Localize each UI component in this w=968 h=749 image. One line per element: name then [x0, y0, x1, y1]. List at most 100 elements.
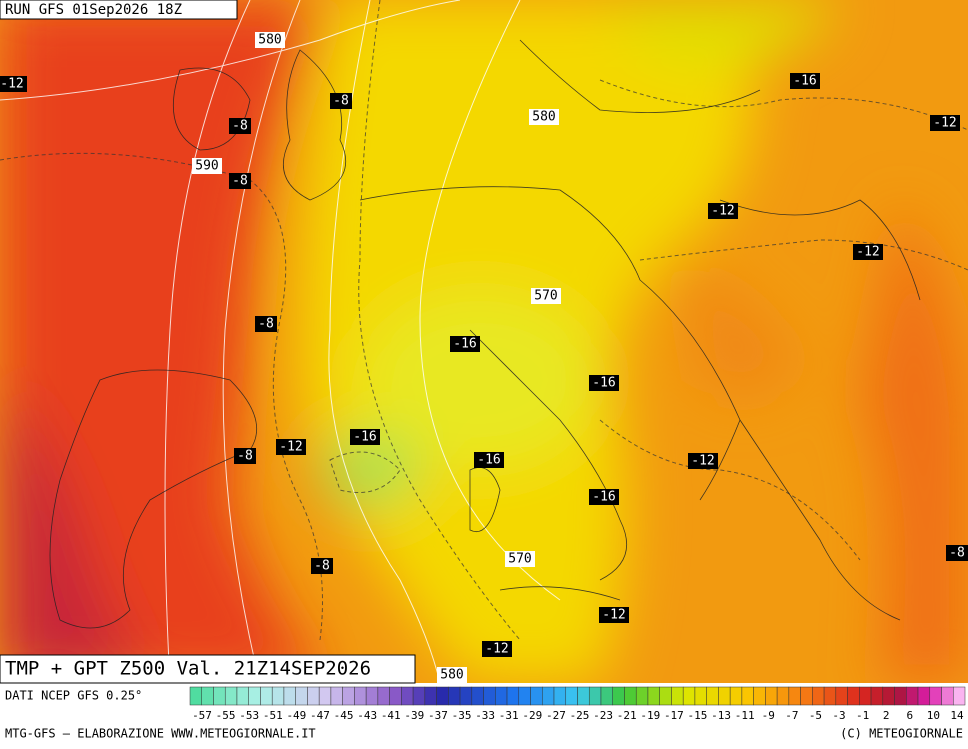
colorbar-cell [224, 686, 238, 706]
colorbar-label: -13 [711, 709, 731, 722]
title-box: TMP + GPT Z500 Val. 21Z14SEP2026 [0, 654, 416, 684]
temp-label: -16 [474, 452, 504, 468]
temp-label: -16 [589, 489, 619, 505]
colorbar-label: -53 [239, 709, 259, 722]
map-field [0, 0, 968, 683]
colorbar-cell [800, 686, 813, 706]
colorbar-cell [929, 686, 942, 706]
label-text: -12 [602, 608, 625, 623]
label-box [930, 115, 960, 131]
colorbar-cell [565, 686, 578, 706]
colorbar-cell [835, 686, 848, 706]
label-text: -16 [793, 74, 816, 89]
colorbar-label: -35 [452, 709, 472, 722]
height-label: 580 [437, 667, 467, 683]
label-text: -16 [592, 490, 615, 505]
temp-label: -8 [234, 448, 256, 464]
colorbar-cell [741, 686, 754, 706]
colorbar-cell [365, 686, 379, 706]
colorbar-label: -33 [475, 709, 495, 722]
colorbar-label: -3 [832, 709, 845, 722]
label-box [229, 173, 251, 189]
label-text: -8 [237, 449, 253, 464]
height-label: 570 [505, 551, 535, 567]
label-box [474, 452, 504, 468]
label-box [255, 32, 285, 48]
label-box [229, 118, 251, 134]
colorbar-label: -27 [546, 709, 566, 722]
colorbar-label: -55 [216, 709, 236, 722]
label-text: -8 [949, 546, 965, 561]
colorbar-cell [647, 686, 660, 706]
label-text: -12 [279, 440, 302, 455]
colorbar-label: -39 [404, 709, 424, 722]
colorbar-label: -19 [640, 709, 660, 722]
run-label: RUN GFS 01Sep2026 18Z [5, 2, 182, 18]
colorbar-cell [471, 686, 484, 706]
label-text: -12 [691, 454, 714, 469]
label-text: -8 [333, 94, 349, 109]
colorbar-label: -31 [499, 709, 519, 722]
colorbar-cell [330, 686, 343, 706]
colorbar-cell [812, 686, 825, 706]
colorbar-cell [377, 686, 390, 706]
label-box [790, 73, 820, 89]
colorbar-label: 10 [927, 709, 940, 722]
label-box [255, 316, 277, 332]
label-text: -16 [453, 337, 476, 352]
colorbar-cell [588, 686, 602, 706]
colorbar-cell [847, 686, 860, 706]
temp-label: -16 [450, 336, 480, 352]
colorbar-cell [518, 686, 531, 706]
colorbar-label: -11 [735, 709, 755, 722]
temp-label: -12 [599, 607, 629, 623]
colorbar-cell [894, 686, 907, 706]
temp-label: -16 [589, 375, 619, 391]
label-box [437, 667, 467, 683]
label-box [350, 429, 380, 445]
colorbar-label: -41 [381, 709, 401, 722]
colorbar-cell [459, 686, 473, 706]
colorbar-cell [788, 686, 801, 706]
colorbar-cell [765, 686, 778, 706]
temp-label: -12 [0, 76, 27, 92]
label-box [589, 489, 619, 505]
colorbar-cell [424, 686, 437, 706]
label-text: -16 [477, 453, 500, 468]
height-label: 580 [255, 32, 285, 48]
colorbar-cell [600, 686, 613, 706]
height-label: 570 [531, 288, 561, 304]
colorbar-cell [706, 686, 719, 706]
temp-label: -12 [853, 244, 883, 260]
label-text: 580 [440, 668, 463, 683]
colorbar-cell [823, 686, 837, 706]
label-text: -8 [232, 174, 248, 189]
colorbar-cell [917, 686, 931, 706]
colorbar-label: -43 [357, 709, 377, 722]
colorbar-cell [776, 686, 790, 706]
temp-label: -8 [229, 118, 251, 134]
colorbar-cell [283, 686, 296, 706]
colorbar-label: -9 [762, 709, 775, 722]
height-label: 580 [529, 109, 559, 125]
colorbar-label: -37 [428, 709, 448, 722]
label-text: -12 [0, 77, 23, 92]
temp-label: -12 [708, 203, 738, 219]
colorbar-cell [189, 686, 202, 706]
colorbar-cell [342, 686, 355, 706]
temp-label: -8 [946, 545, 968, 561]
label-box [531, 288, 561, 304]
colorbar-cell [753, 686, 766, 706]
colorbar-cell [307, 686, 320, 706]
colorbar-label: -5 [809, 709, 822, 722]
colorbar-cell [530, 686, 543, 706]
colorbar-cell [635, 686, 649, 706]
colorbar-cell [906, 686, 919, 706]
temp-label: -12 [482, 641, 512, 657]
colorbar-label: -25 [570, 709, 590, 722]
label-box [276, 439, 306, 455]
colorbar-cell [612, 686, 625, 706]
colorbar-label: -51 [263, 709, 283, 722]
colorbar-label: -47 [310, 709, 330, 722]
colorbar-cell [436, 686, 449, 706]
